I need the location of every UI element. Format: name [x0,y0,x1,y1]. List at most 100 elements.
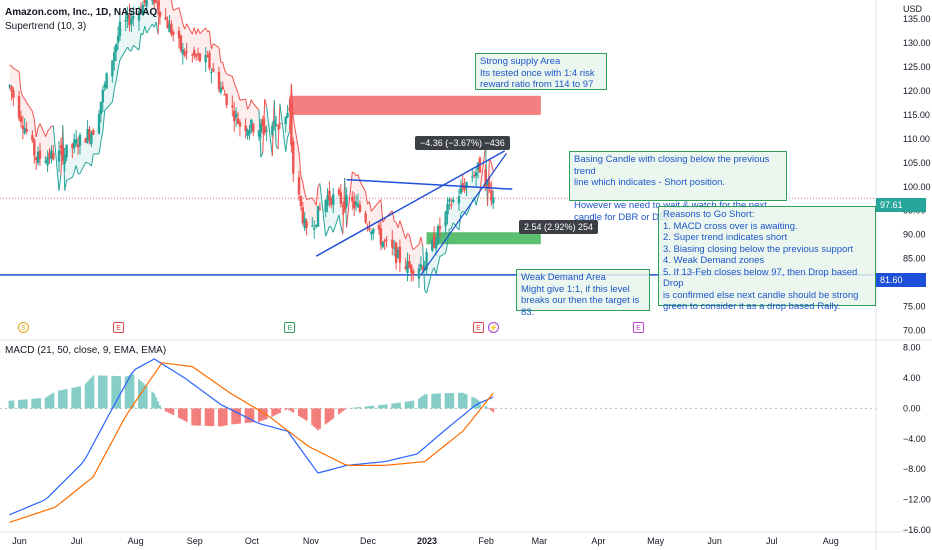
candle-body [259,123,263,133]
event-marker-icon[interactable]: S [17,322,29,333]
event-marker-icon[interactable]: E [472,322,484,333]
candle-body [261,119,264,126]
candle-body [118,21,122,37]
event-marker-icon[interactable]: E [632,322,644,333]
macd-histogram-bar [383,404,386,409]
supertrend-fill [413,244,419,274]
candle-body [236,118,240,124]
event-marker-icon[interactable]: E [113,322,125,333]
candle-body [278,123,282,125]
supertrend-line [285,137,289,152]
candle-body [210,71,213,74]
candle-body [208,52,211,69]
macd-histogram-bar [98,375,101,409]
macd-histogram-bar [52,392,55,409]
candle-body [356,204,360,207]
price-tick-label: 110.00 [903,134,930,144]
supply-annotation[interactable]: Strong supply Area Its tested once with … [475,53,607,90]
time-axis-label: Mar [532,536,548,546]
candle-body [92,130,95,135]
supertrend-fill [306,197,313,227]
supertrend-line [52,125,60,192]
macd-histogram-bar [193,408,196,426]
time-axis-label: 2023 [417,536,437,546]
candle-body [130,18,133,24]
supertrend-fill [26,102,33,138]
horizontal-trendline [346,178,513,190]
supertrend-line [47,128,50,132]
macd-histogram-bar [273,408,276,416]
supertrend-line [87,162,90,165]
candle-body [151,0,154,1]
basing-candle-annotation[interactable]: Basing Candle with closing below the pre… [569,151,787,223]
candle-body [219,87,223,93]
candle-body [339,192,343,204]
macd-histogram-bar [38,398,41,409]
candle-body [25,128,28,132]
macd-histogram-bar [463,393,466,409]
supertrend-fill [359,181,366,218]
supertrend-line [338,215,342,227]
macd-histogram-bar [286,408,289,410]
candle-body [206,55,209,57]
supertrend-line [193,27,197,35]
supertrend-line [370,208,374,212]
candle-body [111,60,114,77]
supertrend-line [138,33,142,51]
macd-histogram-bar [284,408,287,411]
macd-histogram-bar [141,382,144,409]
macd-histogram-bar [433,393,436,409]
macd-histogram-bar [155,397,158,409]
macd-histogram-bar [364,406,367,409]
macd-histogram-bar [358,407,361,409]
candle-body [57,150,61,162]
supertrend-fill [119,20,126,60]
time-axis-label: Jun [12,536,27,546]
candle-body [292,141,295,174]
macd-histogram-bar [92,375,95,409]
supertrend-line [304,192,308,200]
candle-body [393,247,396,249]
reasons-annotation[interactable]: Reasons to Go Short: 1. MACD cross over … [658,206,876,312]
price-tick-label: 120.00 [903,86,931,96]
candle-body [12,90,15,98]
macd-histogram-bar [208,408,211,427]
time-axis-label: May [647,536,665,546]
macd-histogram-bar [459,392,462,409]
supertrend-line [252,103,260,111]
supertrend-line [418,237,422,245]
candle-body [328,190,331,200]
candle-body [139,9,143,13]
event-marker-icon[interactable]: E [284,322,296,333]
macd-histogram-bar [292,408,295,413]
time-axis-label: Feb [478,536,494,546]
candle-body [257,130,261,137]
demand-annotation[interactable]: Weak Demand Area Might give 1:1, if this… [516,269,650,318]
candle-body [311,225,314,227]
supertrend-line [352,171,355,174]
macd-histogram-bar [471,396,474,409]
candle-body [377,225,381,230]
supertrend-fill [173,7,180,35]
macd-histogram-bar [271,408,274,417]
candle-body [284,116,287,125]
supertrend-fill [9,64,12,89]
time-axis-label: Aug [823,536,839,546]
macd-histogram-bar [115,376,118,409]
candle-body [316,206,320,227]
candle-body [223,94,226,96]
candle-body [472,175,476,177]
demand-zone [426,232,541,245]
supertrend-line [222,62,226,71]
supertrend-line [250,99,254,104]
time-axis-label: Sep [187,536,203,546]
macd-histogram-bar [423,394,426,409]
supertrend-line [397,220,401,228]
event-marker-icon[interactable]: ⚡ [488,322,500,333]
candle-body [484,169,487,189]
candle-body [471,176,474,178]
candle-body [492,197,495,204]
candle-body [250,119,253,130]
macd-histogram-bar [324,408,327,425]
